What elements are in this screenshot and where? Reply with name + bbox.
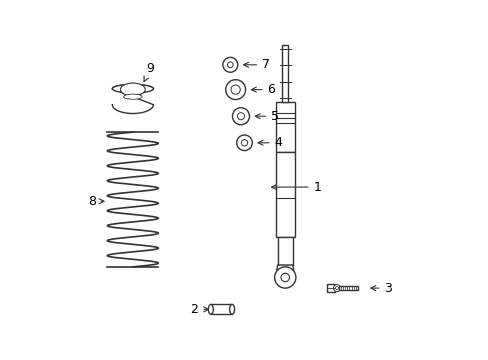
Text: 7: 7 [243, 58, 270, 71]
Circle shape [335, 287, 338, 290]
Ellipse shape [112, 85, 153, 93]
Ellipse shape [123, 94, 142, 99]
Bar [282, 45, 288, 102]
Circle shape [223, 57, 237, 72]
Circle shape [274, 267, 295, 288]
Bar [210, 305, 232, 314]
Text: 8: 8 [87, 195, 104, 208]
Circle shape [237, 113, 244, 120]
Text: 3: 3 [370, 282, 391, 294]
Circle shape [232, 108, 249, 125]
Bar [327, 284, 335, 292]
Bar [275, 152, 294, 237]
Text: 2: 2 [190, 303, 208, 316]
Circle shape [281, 273, 289, 282]
Circle shape [230, 85, 240, 94]
Text: 1: 1 [271, 181, 321, 194]
Bar [275, 102, 294, 152]
Ellipse shape [120, 83, 145, 96]
Circle shape [225, 80, 245, 100]
Text: 4: 4 [258, 136, 282, 149]
Ellipse shape [208, 305, 213, 314]
Text: 9: 9 [144, 62, 154, 81]
Circle shape [333, 285, 340, 292]
Text: 5: 5 [255, 110, 279, 123]
Polygon shape [276, 265, 293, 270]
Circle shape [227, 62, 233, 68]
Circle shape [236, 135, 252, 150]
Bar [277, 237, 292, 265]
Bar [338, 286, 357, 290]
Ellipse shape [229, 305, 234, 314]
Circle shape [241, 140, 247, 146]
Text: 6: 6 [251, 83, 275, 96]
